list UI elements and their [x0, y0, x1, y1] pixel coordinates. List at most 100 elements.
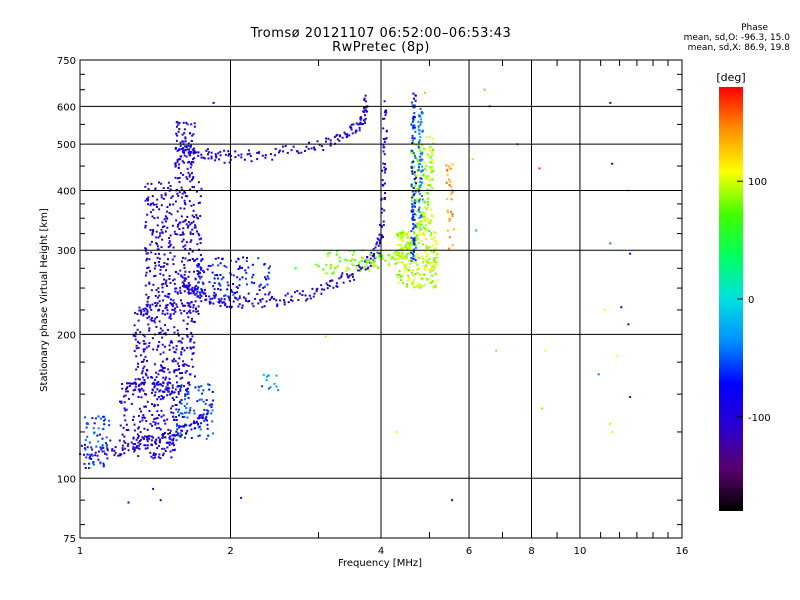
- scatter-point: [168, 245, 171, 248]
- scatter-point: [301, 294, 304, 296]
- scatter-point: [186, 195, 189, 198]
- scatter-point: [414, 224, 417, 227]
- scatter-point: [399, 235, 402, 238]
- scatter-point: [164, 450, 167, 452]
- scatter-point: [166, 263, 169, 266]
- scatter-point: [423, 161, 425, 164]
- scatter-point: [144, 342, 147, 345]
- scatter-point: [132, 419, 134, 421]
- scatter-point: [450, 198, 453, 201]
- scatter-point: [127, 501, 130, 504]
- scatter-point: [327, 137, 330, 140]
- scatter-point: [396, 257, 399, 260]
- scatter-point: [368, 270, 371, 272]
- scatter-point: [419, 286, 422, 289]
- scatter-point: [88, 457, 91, 460]
- scatter-point: [167, 296, 170, 299]
- scatter-point: [355, 130, 358, 133]
- scatter-point: [226, 288, 229, 291]
- scatter-point: [384, 196, 386, 199]
- scatter-point: [192, 209, 195, 212]
- scatter-point: [266, 283, 269, 286]
- scatter-point: [426, 201, 429, 204]
- scatter-point: [409, 262, 412, 265]
- scatter-point: [146, 300, 149, 303]
- scatter-point: [189, 180, 192, 183]
- scatter-point: [140, 311, 143, 313]
- scatter-point: [166, 303, 169, 306]
- scatter-point: [161, 231, 164, 234]
- scatter-point: [145, 346, 148, 349]
- scatter-point: [313, 146, 316, 149]
- scatter-point: [412, 204, 415, 207]
- scatter-point: [140, 372, 143, 375]
- scatter-point: [155, 371, 158, 374]
- scatter-point: [169, 234, 172, 237]
- scatter-point: [171, 434, 174, 437]
- scatter-point: [421, 144, 424, 147]
- scatter-point: [422, 226, 425, 229]
- scatter-point: [207, 434, 210, 437]
- scatter-point: [185, 277, 188, 280]
- scatter-point: [214, 274, 217, 277]
- scatter-point: [210, 151, 213, 154]
- scatter-point: [200, 153, 203, 156]
- scatter-point: [168, 437, 171, 440]
- scatter-point: [373, 257, 376, 260]
- scatter-point: [160, 228, 163, 231]
- scatter-point: [418, 200, 421, 203]
- scatter-point: [495, 349, 498, 352]
- scatter-point: [170, 390, 173, 393]
- scatter-point: [313, 148, 316, 151]
- scatter-point: [147, 198, 150, 201]
- scatter-point: [174, 270, 177, 273]
- scatter-point: [197, 270, 200, 273]
- scatter-point: [176, 192, 179, 195]
- scatter-point: [328, 251, 331, 254]
- y-axis-label: Stationary phase Virtual Height [km]: [39, 208, 50, 392]
- scatter-point: [137, 362, 139, 365]
- scatter-point: [124, 419, 127, 422]
- scatter-point: [197, 435, 200, 437]
- scatter-point: [269, 265, 271, 268]
- scatter-point: [160, 415, 163, 418]
- scatter-point: [158, 414, 160, 417]
- scatter-point: [224, 304, 227, 307]
- scatter-point: [202, 389, 205, 392]
- scatter-point: [179, 234, 182, 236]
- scatter-point: [146, 213, 149, 216]
- scatter-point: [181, 160, 184, 163]
- scatter-point: [384, 259, 387, 262]
- scatter-point: [412, 165, 414, 168]
- scatter-point: [84, 416, 86, 419]
- scatter-point: [406, 245, 408, 248]
- scatter-point: [410, 249, 413, 252]
- scatter-point: [150, 435, 153, 438]
- scatter-point: [629, 395, 632, 398]
- scatter-point: [253, 282, 256, 285]
- scatter-point: [432, 161, 435, 164]
- scatter-point: [181, 240, 184, 243]
- scatter-point: [228, 299, 231, 302]
- y-tick-label: 100: [57, 474, 76, 485]
- scatter-point: [247, 149, 250, 152]
- scatter-point: [136, 433, 139, 436]
- scatter-point: [168, 237, 171, 239]
- scatter-point: [205, 295, 207, 297]
- scatter-point: [416, 268, 419, 271]
- scatter-point: [220, 297, 223, 300]
- scatter-point: [192, 304, 195, 307]
- scatter-point: [175, 396, 178, 399]
- scatter-point: [418, 192, 421, 195]
- scatter-point: [336, 138, 339, 141]
- scatter-point: [169, 243, 172, 246]
- scatter-point: [483, 88, 486, 91]
- scatter-point: [164, 192, 167, 195]
- scatter-point: [170, 407, 172, 410]
- x-tick-label: 10: [574, 546, 587, 557]
- scatter-point: [446, 173, 449, 176]
- scatter-point: [178, 191, 181, 194]
- scatter-point: [433, 257, 436, 260]
- scatter-point: [436, 279, 439, 282]
